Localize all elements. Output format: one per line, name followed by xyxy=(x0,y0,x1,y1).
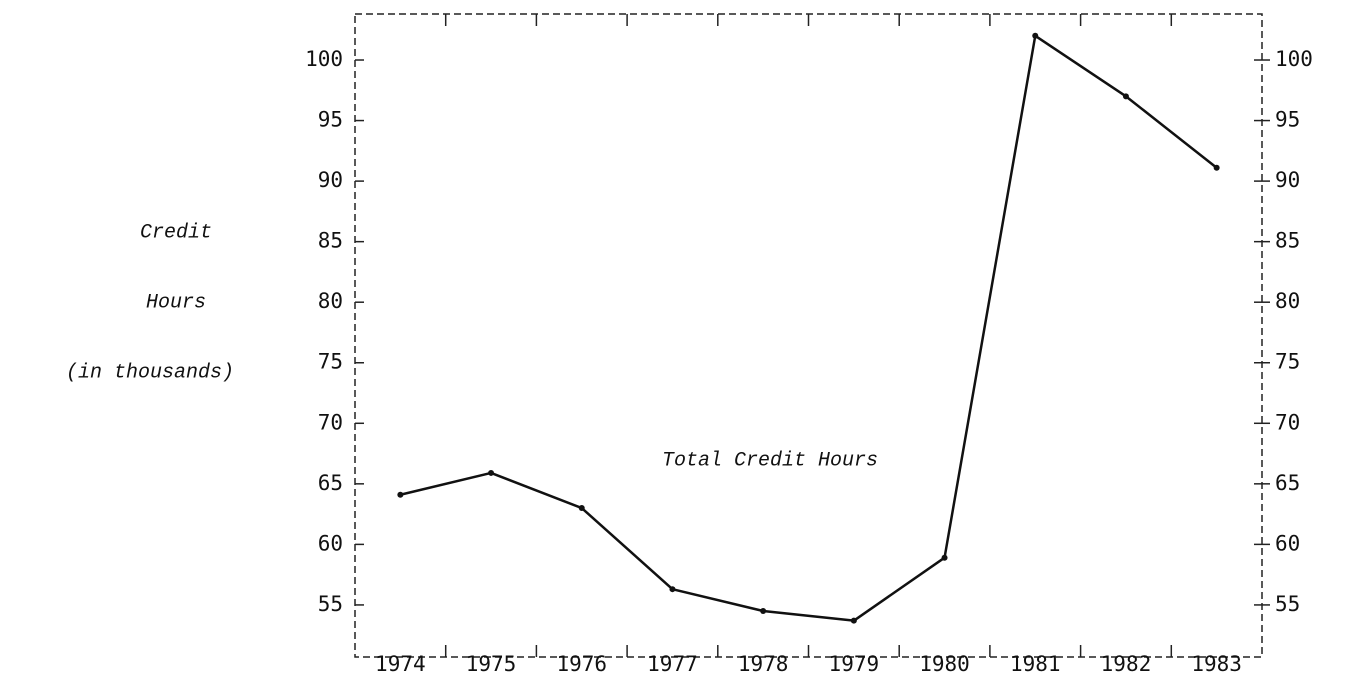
y-axis-label: Credit xyxy=(140,221,212,244)
y2-tick-label: 90 xyxy=(1275,168,1300,192)
data-point xyxy=(941,554,948,561)
data-point xyxy=(1213,164,1220,171)
y2-tick-label: 70 xyxy=(1275,410,1300,434)
data-point xyxy=(850,617,857,624)
x-tick-label: 1980 xyxy=(919,652,970,672)
data-point xyxy=(1032,32,1039,39)
y2-tick-label: 60 xyxy=(1275,531,1300,555)
y-tick-label: 90 xyxy=(318,168,343,192)
data-point xyxy=(397,491,404,498)
y-tick-label: 100 xyxy=(305,47,343,71)
data-point xyxy=(760,607,767,614)
x-tick-label: 1976 xyxy=(556,652,607,672)
data-point xyxy=(1122,93,1129,100)
data-line xyxy=(400,34,1218,622)
x-tick-label: 1981 xyxy=(1010,652,1061,672)
y-tick-label: 95 xyxy=(318,108,343,132)
x-tick-label: 1978 xyxy=(738,652,789,672)
annotation: Total Credit Hours xyxy=(662,449,878,472)
x-tick-label: 1977 xyxy=(647,652,698,672)
y2-tick-label: 55 xyxy=(1275,592,1300,616)
y2-tick-label: 95 xyxy=(1275,108,1300,132)
x-tick-label: 1974 xyxy=(375,652,426,672)
x-tick-label: 1975 xyxy=(466,652,517,672)
data-point xyxy=(578,505,585,512)
x-tick-label: 1982 xyxy=(1101,652,1152,672)
x-tick-label: 1979 xyxy=(829,652,880,672)
y2-tick-label: 85 xyxy=(1275,229,1300,253)
x-tick-label: 1983 xyxy=(1191,652,1242,672)
y-axis-label: Hours xyxy=(146,291,206,314)
y2-tick-label: 80 xyxy=(1275,289,1300,313)
y-tick-label: 70 xyxy=(318,410,343,434)
y-tick-label: 55 xyxy=(318,592,343,616)
y2-tick-label: 100 xyxy=(1275,47,1313,71)
y2-tick-label: 65 xyxy=(1275,471,1300,495)
y-tick-label: 60 xyxy=(318,531,343,555)
y-tick-label: 65 xyxy=(318,471,343,495)
y-tick-label: 85 xyxy=(318,229,343,253)
y-tick-label: 80 xyxy=(318,289,343,313)
data-point xyxy=(669,586,676,593)
y-axis-label: (in thousands) xyxy=(66,361,234,384)
y2-tick-label: 75 xyxy=(1275,350,1300,374)
data-point xyxy=(488,469,495,476)
plot-frame xyxy=(354,13,1263,658)
y-tick-label: 75 xyxy=(318,350,343,374)
